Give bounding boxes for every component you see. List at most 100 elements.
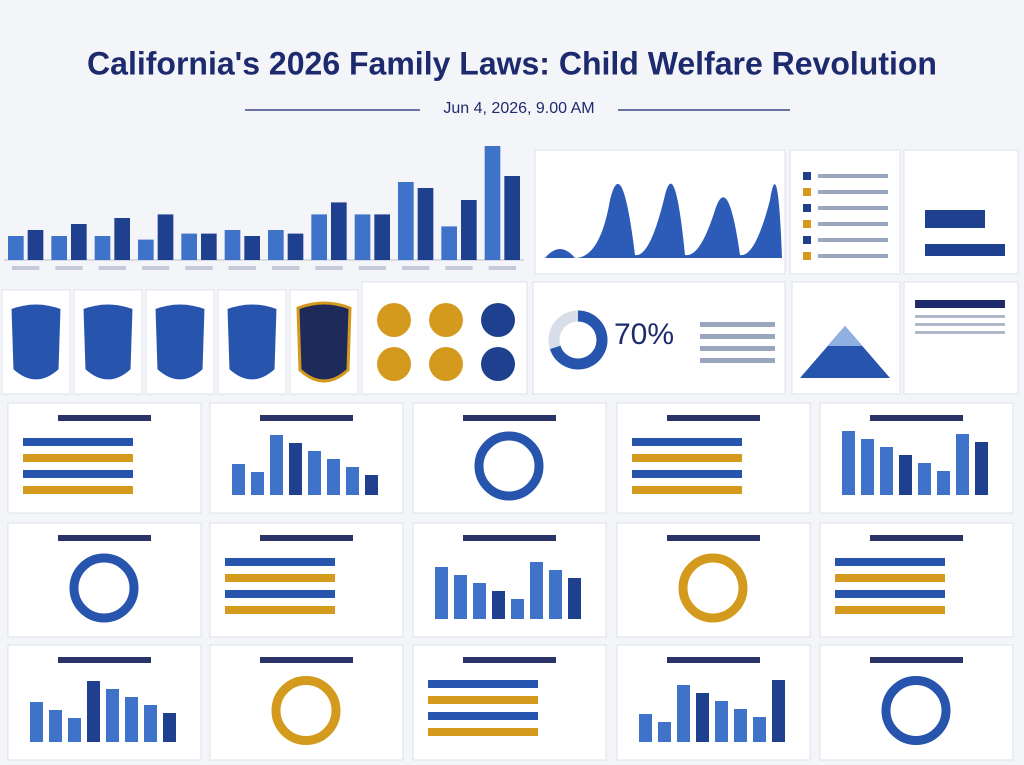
decor-bar [861,439,874,495]
ring [881,676,951,745]
decor-bar [700,334,775,339]
shield [296,301,352,383]
decor-bar [260,535,353,541]
icon-circle [429,347,463,381]
decor-bar [918,463,931,495]
bar [138,239,154,260]
decor-bar [915,315,1005,318]
decor-bar [818,206,888,210]
decor-bar [23,486,133,494]
decor-bar [511,599,524,619]
bar [157,214,174,260]
panel [532,281,786,395]
decor-bar [365,475,378,495]
decor-bar [428,680,538,688]
decor-bar [55,266,83,270]
decor-bar [58,415,151,421]
ring [271,676,341,745]
icon-circle [377,347,411,381]
decor-bar [463,415,556,421]
decor-bar [818,238,888,242]
decor-bar [975,442,988,495]
decor-bar [225,558,335,566]
decor-bar [454,575,467,619]
decor-bar [225,590,335,598]
icon-circle [481,347,515,381]
decor-bar [185,266,213,270]
decor-bar [346,467,359,495]
decor-bar [870,657,963,663]
ring [474,431,544,501]
decor-bar [915,331,1005,334]
decor-bar [142,266,170,270]
decor-bar [715,701,728,742]
bar [114,218,130,260]
decor-bar [803,220,811,228]
bar [504,176,520,260]
decor-bar [98,266,126,270]
decor-bar [803,236,811,244]
decor-bar [899,455,912,495]
bar [354,214,371,260]
shield [152,301,208,383]
decor-bar [818,254,888,258]
decor-bar [49,710,62,742]
decor-bar [925,210,985,228]
decor-bar [915,323,1005,326]
decor-bar [315,266,343,270]
decor-bar [23,470,133,478]
decor-bar [270,435,283,495]
decor-bar [58,657,151,663]
bar [244,236,260,260]
decor-bar [530,562,543,619]
decor-bar [925,244,1005,256]
decor-bar [632,470,742,478]
decor-bar [473,583,486,619]
bar [51,236,67,260]
donut-arc [549,310,608,370]
shield [80,301,136,383]
bar [71,224,87,260]
decor-bar [225,606,335,614]
decor-bar [492,591,505,619]
decor-bar [667,415,760,421]
decor-bar [68,718,81,742]
decor-bar [632,438,742,446]
decor-bar [803,252,811,260]
pyramid-top [828,326,862,346]
decor-bar [428,728,538,736]
title: California's 2026 Family Laws: Child Wel… [87,45,937,81]
decor-bar [734,709,747,742]
decor-bar [272,266,300,270]
decor-bar [144,705,157,742]
decor-bar [818,222,888,226]
decor-bar [880,447,893,495]
decor-bar [289,443,302,495]
bar [201,233,217,260]
shield [8,301,64,383]
decor-bar [125,697,138,742]
decor-bar [915,300,1005,308]
bar [224,230,241,260]
decor-bar [696,693,709,742]
decor-bar [87,681,100,742]
decor-bar [260,415,353,421]
bar [287,233,304,260]
decor-bar [753,717,766,742]
decor-bar [956,434,969,495]
decor-bar [358,266,386,270]
icon-circle [377,303,411,337]
decor-bar [803,188,811,196]
decor-bar [803,172,811,180]
bar [331,202,347,260]
bar [461,200,477,260]
icon-circle [481,303,515,337]
bar [374,214,390,260]
decor-bar [225,574,335,582]
decor-bar [308,451,321,495]
panel [903,281,1019,395]
decor-bar [106,689,119,742]
decor-bar [12,266,40,270]
decor-bar [23,438,133,446]
bar [27,230,44,260]
